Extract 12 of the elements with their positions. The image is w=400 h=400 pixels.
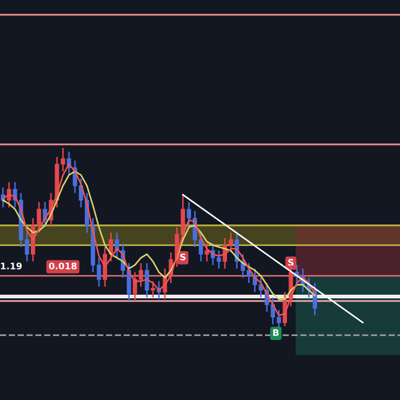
candlestick	[138, 262, 144, 288]
annotation: B	[273, 329, 279, 336]
annotation: S	[288, 258, 294, 266]
annotation: S	[180, 254, 186, 260]
annotation: 1.19	[1, 262, 22, 270]
candlestick	[204, 242, 210, 262]
annotation: 0.018	[49, 262, 77, 270]
candlestick	[36, 201, 42, 234]
candlestick	[24, 232, 30, 262]
candlestick	[186, 201, 192, 226]
candlestick	[96, 257, 102, 288]
candlestick	[150, 280, 156, 298]
